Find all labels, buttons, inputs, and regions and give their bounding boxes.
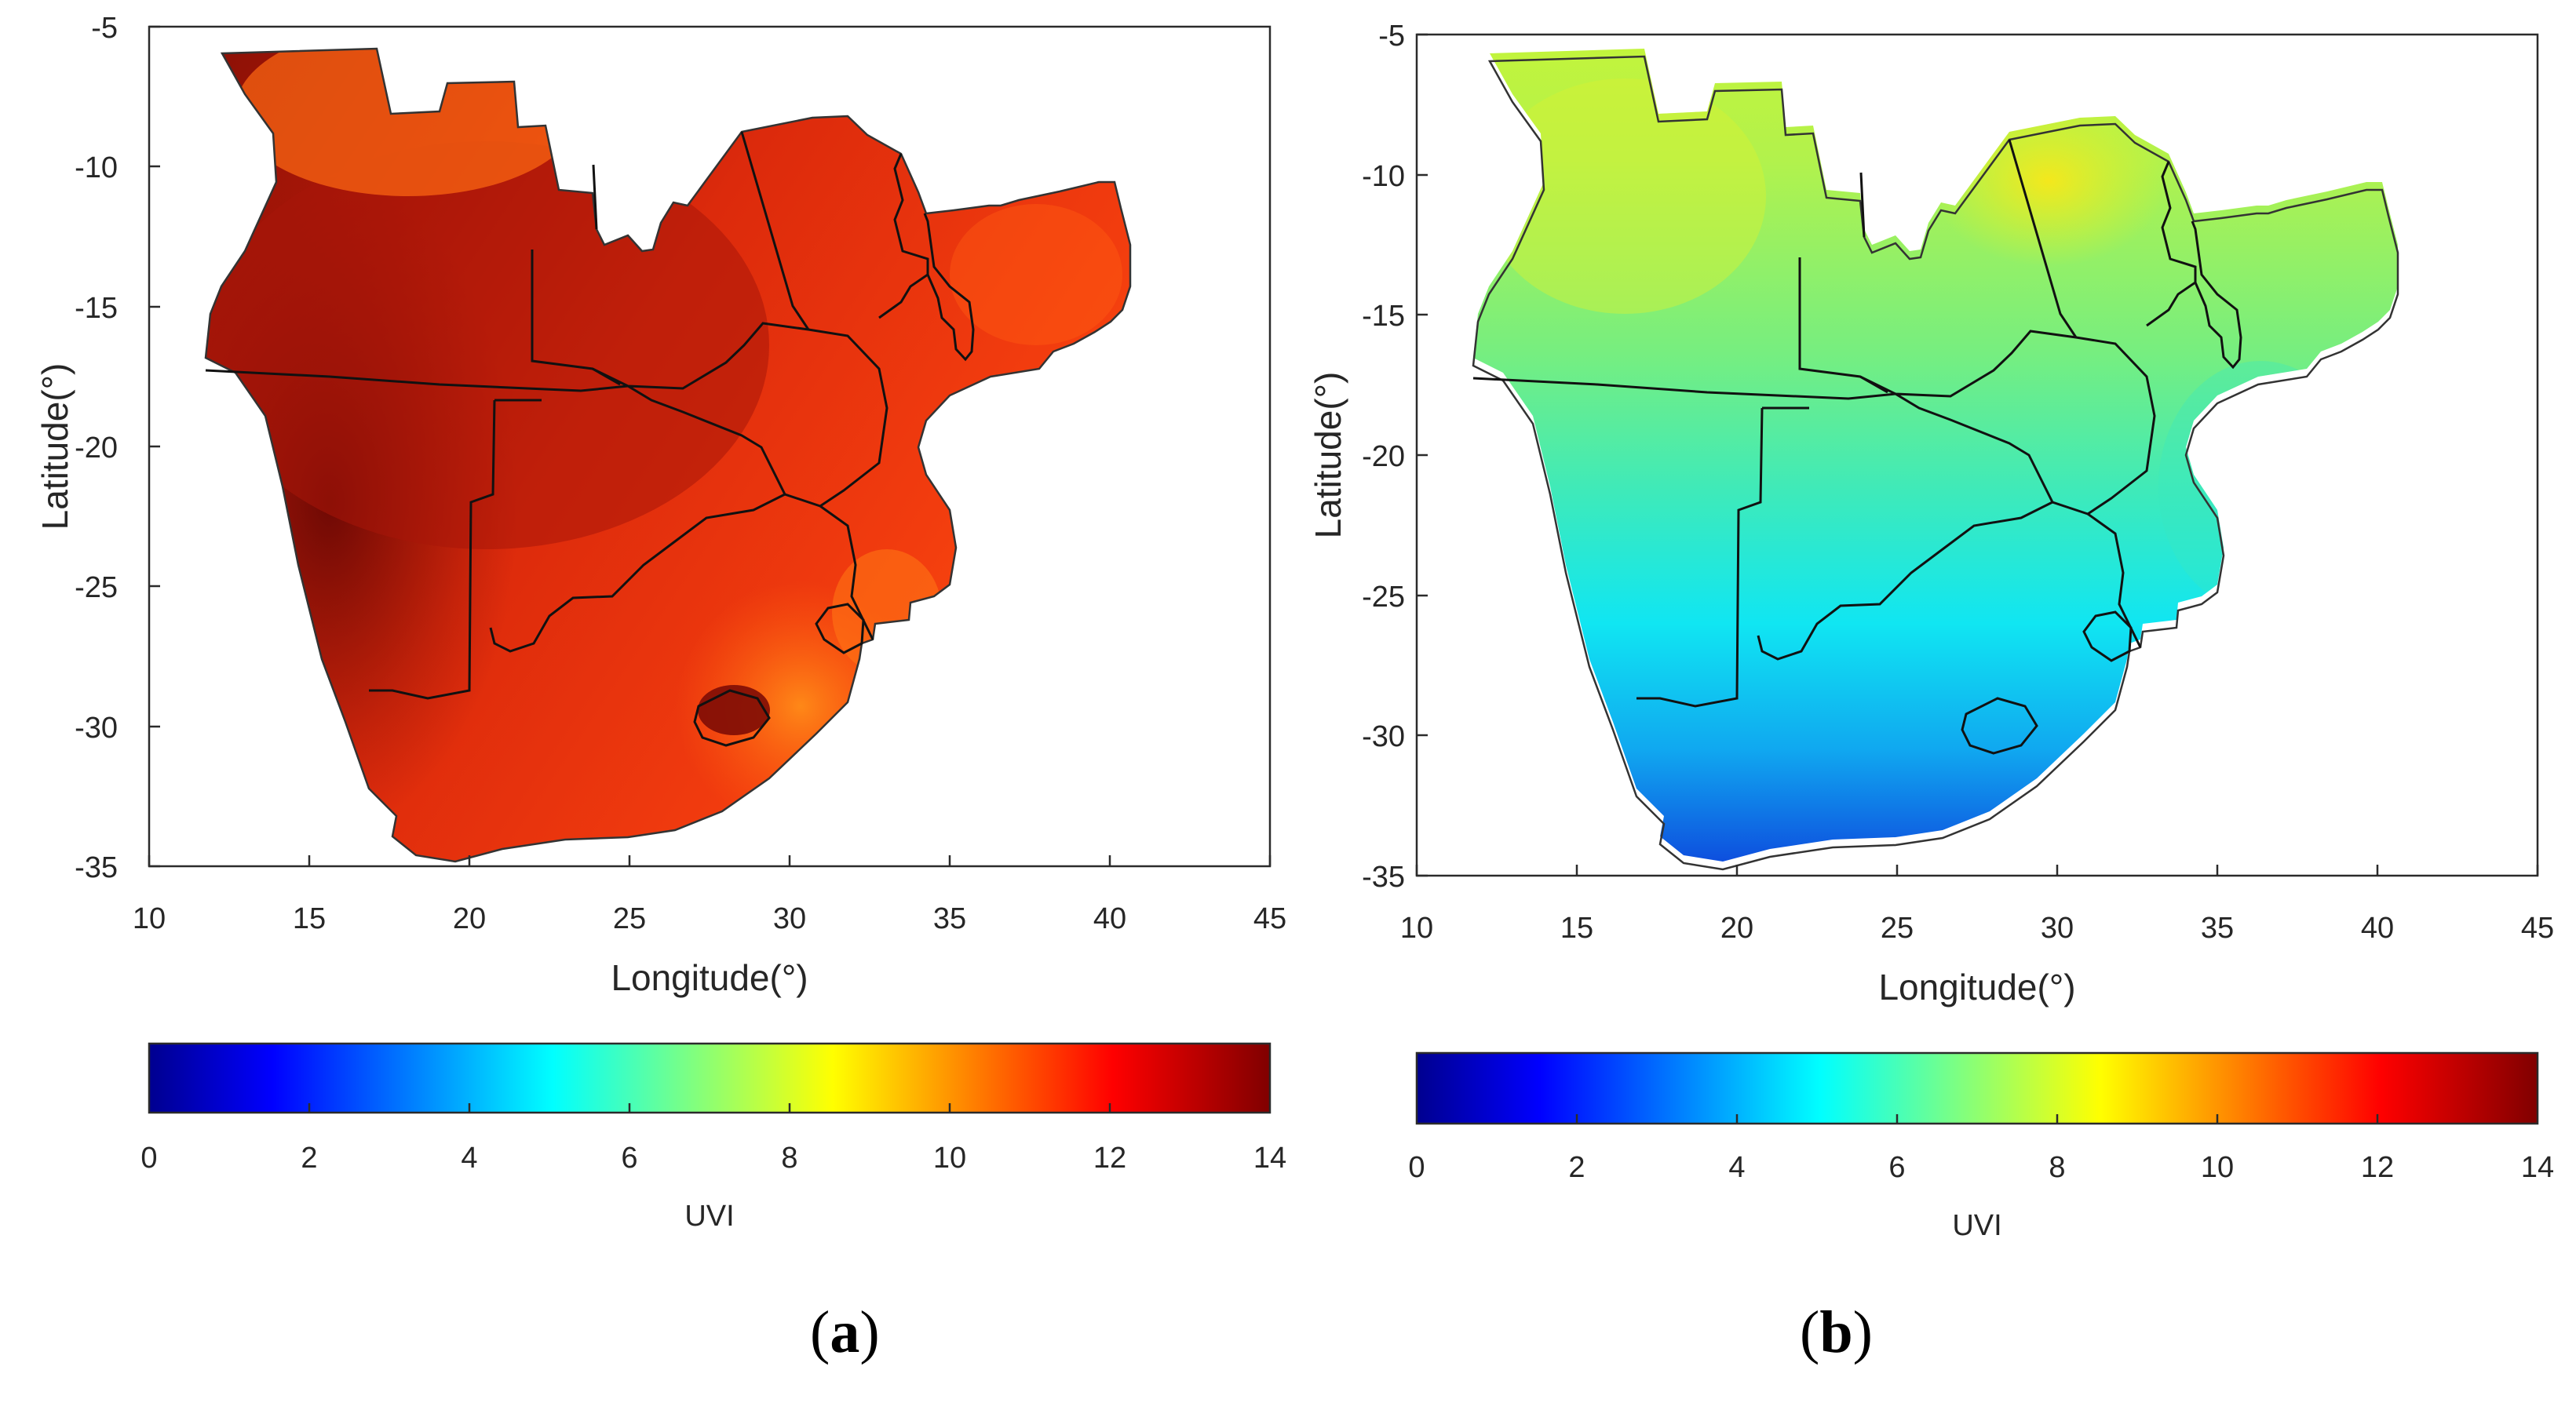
y-tick-label: -25: [1362, 581, 1405, 614]
y-tick-label: -15: [75, 292, 118, 325]
colorbar-tick-label: 6: [1888, 1151, 1905, 1184]
y-tick-label: -35: [75, 851, 118, 884]
panel-a-label: (a): [810, 1299, 880, 1365]
colorbar-tick-label: 6: [621, 1142, 637, 1175]
x-tick-label: 40: [2361, 912, 2394, 945]
panel-b-label: (b): [1800, 1299, 1873, 1365]
x-tick-label: 35: [2201, 912, 2234, 945]
panel-b-x-axis: 10 15 20 25 30 35 40 45 Longitude(°): [1400, 865, 2554, 1007]
colorbar-tick-label: 4: [1728, 1151, 1745, 1184]
panel-b-colorbar: 0 2 4 6 8 10 12 14 UVI: [1408, 1051, 2554, 1242]
y-tick-label: -10: [1362, 160, 1405, 193]
colorbar-tick-label: 10: [2201, 1151, 2234, 1184]
colorbar-tick-label: 2: [1568, 1151, 1585, 1184]
x-tick-label: 45: [2521, 912, 2554, 945]
colorbar-tick-label: 12: [1093, 1142, 1126, 1175]
x-tick-label: 30: [773, 902, 806, 935]
panel-a-map-plot: 10 15 20 25 30 35 40 45 Longitude(°) -5 …: [35, 12, 1286, 1233]
panel-a-x-axis: 10 15 20 25 30 35 40 45 Longitude(°): [133, 855, 1286, 998]
colorbar-tick-label: 8: [2049, 1151, 2065, 1184]
panel-a-y-axis: -5 -10 -15 -20 -25 -30 -35 Latitude(°): [35, 12, 160, 884]
colorbar-tick-label: 14: [2521, 1151, 2554, 1184]
colorbar-tick-label: 14: [1253, 1142, 1286, 1175]
y-tick-label: -10: [75, 151, 118, 184]
colorbar-tick-label: 0: [140, 1142, 157, 1175]
x-tick-label: 10: [133, 902, 166, 935]
colorbar-title: UVI: [1952, 1209, 2001, 1242]
y-tick-label: -25: [75, 571, 118, 604]
x-tick-label: 45: [1253, 902, 1286, 935]
y-tick-label: -30: [1362, 720, 1405, 753]
x-axis-label: Longitude(°): [611, 957, 808, 998]
colorbar-tick-label: 0: [1408, 1151, 1425, 1184]
panel-b-borders: [1472, 139, 2242, 755]
y-tick-label: -15: [1362, 300, 1405, 333]
x-tick-label: 20: [453, 902, 486, 935]
panel-a-colorbar: 0 2 4 6 8 10 12 14 UVI: [140, 1042, 1286, 1233]
x-tick-label: 35: [933, 902, 966, 935]
x-tick-label: 15: [1560, 912, 1593, 945]
y-tick-label: -30: [75, 712, 118, 745]
colorbar-tick-label: 2: [301, 1142, 317, 1175]
colorbar-tick-label: 12: [2361, 1151, 2394, 1184]
x-tick-label: 25: [613, 902, 646, 935]
y-tick-label: -20: [1362, 440, 1405, 473]
panel-b-map-plot: 10 15 20 25 30 35 40 45 Longitude(°) -5 …: [1308, 20, 2554, 1242]
panel-a-borders: [205, 131, 975, 747]
colorbar-tick-label: 8: [781, 1142, 797, 1175]
y-axis-label: Latitude(°): [1308, 372, 1348, 539]
x-tick-label: 30: [2041, 912, 2074, 945]
y-tick-label: -5: [1378, 20, 1405, 53]
x-axis-label: Longitude(°): [1878, 967, 2075, 1007]
y-tick-label: -20: [75, 432, 118, 465]
x-tick-label: 20: [1720, 912, 1753, 945]
x-tick-label: 10: [1400, 912, 1433, 945]
x-tick-label: 40: [1093, 902, 1126, 935]
x-tick-label: 15: [293, 902, 326, 935]
y-axis-label: Latitude(°): [35, 363, 75, 530]
y-tick-label: -35: [1362, 861, 1405, 894]
panel-b-y-axis: -5 -10 -15 -20 -25 -30 -35 Latitude(°): [1308, 20, 1428, 894]
colorbar-tick-label: 4: [461, 1142, 477, 1175]
x-tick-label: 25: [1881, 912, 1914, 945]
colorbar-title: UVI: [684, 1200, 734, 1233]
y-tick-label: -5: [91, 12, 118, 45]
colorbar-tick-label: 10: [933, 1142, 966, 1175]
